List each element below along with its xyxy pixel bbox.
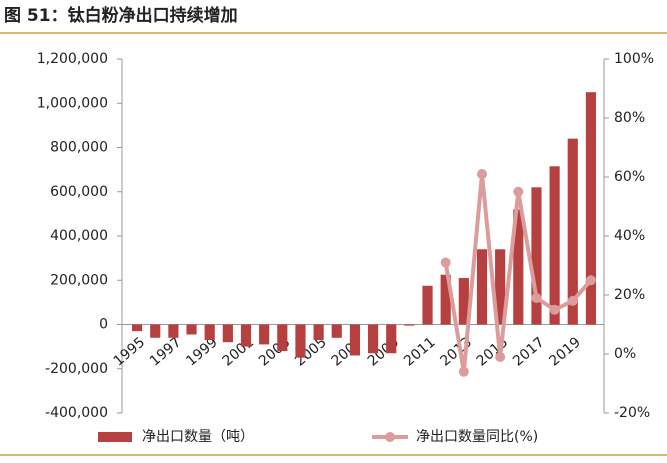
bar (567, 138, 578, 325)
y2-tick-label: -20% (614, 405, 650, 421)
y2-tick-label: 40% (614, 228, 645, 244)
bar (476, 249, 488, 325)
bar (440, 274, 451, 325)
y2-tick-label: 20% (614, 287, 645, 303)
x-tick-label: 2015 (474, 334, 512, 369)
bar (131, 324, 143, 332)
line-point (513, 186, 524, 197)
x-tick-label: 2013 (437, 334, 475, 369)
bar (585, 92, 597, 325)
y2-tick-label: 100% (614, 51, 654, 67)
y-tick-label: 200,000 (50, 272, 108, 288)
line-point (531, 292, 542, 303)
bar (277, 324, 288, 352)
x-tick-label: 1997 (147, 334, 185, 369)
bar (404, 324, 415, 326)
y-tick-label: 400,000 (50, 228, 108, 244)
bar (186, 324, 197, 335)
x-tick-label: 2011 (401, 334, 439, 369)
legend-label: 净出口数量同比(%) (416, 429, 538, 445)
x-tick-label: 2019 (546, 334, 584, 369)
bar (513, 209, 524, 325)
y-tick-label: -200,000 (45, 361, 108, 377)
bar (549, 166, 560, 325)
bar (150, 324, 161, 338)
chart-title: 图 51：钛白粉净出口持续增加 (4, 5, 238, 26)
bar (313, 324, 324, 340)
line-point (440, 257, 451, 268)
bar (495, 249, 506, 325)
x-tick-label: 2007 (328, 334, 366, 369)
bar (458, 278, 469, 325)
bar (168, 324, 179, 338)
line-point (477, 169, 487, 180)
y2-tick-label: 80% (614, 110, 645, 126)
x-tick-label: 2017 (510, 334, 548, 369)
bar (386, 324, 397, 354)
bar (531, 187, 542, 325)
bar (222, 324, 233, 343)
bar (259, 324, 270, 345)
line-point (585, 275, 596, 286)
legend-label: 净出口数量（吨） (142, 429, 254, 445)
bar (204, 324, 215, 340)
y-tick-label: -400,000 (45, 405, 108, 421)
x-tick-label: 1999 (183, 334, 221, 369)
line-point (549, 304, 560, 315)
bar (331, 324, 342, 338)
bar (240, 324, 252, 347)
y2-tick-label: 0% (614, 346, 636, 362)
y-tick-label: 1,000,000 (37, 95, 108, 111)
y-tick-label: 600,000 (50, 184, 108, 200)
line-point (567, 295, 578, 306)
y2-tick-label: 60% (614, 169, 645, 185)
y-tick-label: 800,000 (50, 140, 108, 156)
legend-swatch (98, 432, 132, 442)
bar (349, 324, 361, 356)
line-point (495, 351, 506, 362)
y-tick-label: 0 (99, 317, 108, 333)
x-tick-label: 1995 (111, 334, 149, 369)
legend-swatch (385, 432, 395, 442)
bar (367, 324, 379, 354)
line-point (458, 366, 469, 377)
y-tick-label: 1,200,000 (37, 51, 108, 67)
bar (422, 285, 433, 325)
bar (295, 324, 306, 358)
